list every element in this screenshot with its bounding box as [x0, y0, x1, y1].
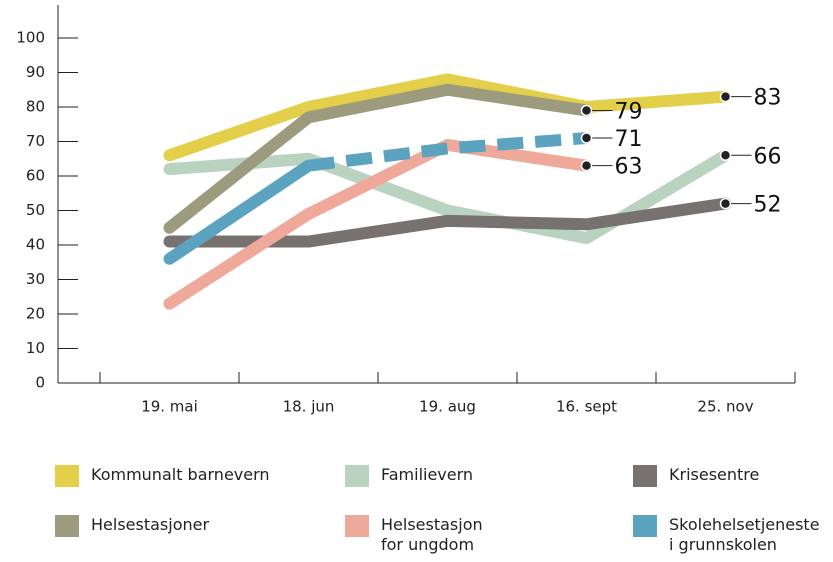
end-point [719, 149, 732, 162]
legend-label: Krisesentre [669, 465, 760, 484]
series-line [163, 149, 732, 245]
end-label: 71 [615, 127, 643, 152]
end-point [580, 104, 593, 117]
legend-swatch [345, 465, 369, 487]
y-tick-label: 50 [26, 201, 45, 219]
y-tick-label: 20 [26, 305, 45, 323]
y-tick-label: 60 [26, 167, 45, 185]
legend-item: Familievern [345, 465, 473, 487]
x-tick-label: 19. aug [419, 398, 476, 416]
end-point [580, 132, 593, 144]
legend-item: Krisesentre [633, 465, 759, 487]
legend-item: Skolehelsetjeneste i grunnskolen [633, 515, 820, 555]
y-tick-label: 10 [26, 339, 45, 357]
legend-swatch [55, 515, 79, 537]
legend-label: Kommunalt barnevern [91, 465, 270, 484]
series-line [307, 132, 587, 172]
legend-item: Kommunalt barnevern [55, 465, 270, 487]
y-tick-label: 80 [26, 98, 45, 116]
y-tick-label: 90 [26, 63, 45, 81]
end-label: 79 [615, 99, 643, 124]
legend-item: Helsestasjoner [55, 515, 209, 537]
end-label: 52 [754, 193, 782, 218]
end-label: 83 [754, 86, 782, 111]
x-tick-label: 16. sept [556, 398, 617, 416]
series-line [163, 83, 593, 234]
x-tick-label: 18. jun [283, 398, 335, 416]
legend-swatch [345, 515, 369, 537]
end-point [719, 90, 732, 103]
series-line [163, 138, 593, 310]
legend-label: Familievern [381, 465, 474, 484]
legend-label: Skolehelsetjeneste i grunnskolen [669, 515, 820, 554]
x-tick-label: 19. mai [141, 398, 198, 416]
y-tick-label: 70 [26, 132, 45, 150]
series-line [163, 73, 732, 162]
legend-label: Helsestasjoner [91, 515, 210, 534]
y-tick-label: 100 [16, 29, 45, 47]
legend-swatch [633, 515, 657, 537]
x-tick-label: 25. nov [697, 398, 753, 416]
end-label: 66 [754, 144, 782, 169]
legend-swatch [633, 465, 657, 487]
y-tick-label: 40 [26, 236, 45, 254]
series-line [163, 159, 315, 265]
end-point [719, 197, 732, 210]
y-tick-label: 30 [26, 270, 45, 288]
end-point [580, 159, 593, 172]
legend-item: Helsestasjon for ungdom [345, 515, 483, 555]
y-tick-label: 0 [35, 374, 45, 392]
end-label: 63 [615, 155, 643, 180]
legend-swatch [55, 465, 79, 487]
legend-label: Helsestasjon for ungdom [381, 515, 483, 554]
